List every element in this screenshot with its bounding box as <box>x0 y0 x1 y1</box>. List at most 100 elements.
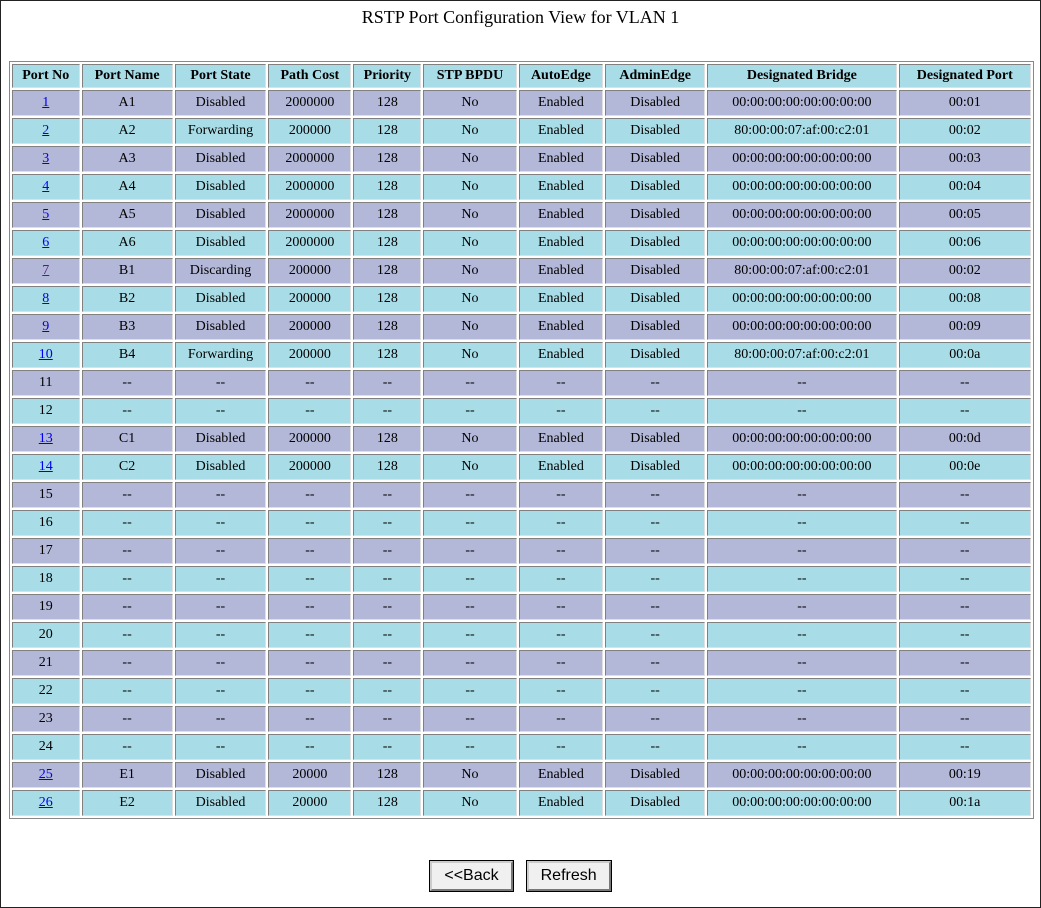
table-cell: A2 <box>81 118 173 144</box>
table-cell: -- <box>518 398 604 424</box>
table-cell: 13 <box>12 426 80 452</box>
table-cell: 00:09 <box>898 314 1031 340</box>
table-cell: -- <box>81 370 173 396</box>
table-cell: 128 <box>353 90 422 116</box>
table-row: 8 B2 Disabled 200000 128 No Enabled Disabled 00:… <box>12 286 1031 312</box>
table-cell: A6 <box>81 230 173 256</box>
table-cell: -- <box>518 370 604 396</box>
table-cell: -- <box>518 566 604 592</box>
table-cell: -- <box>423 622 517 648</box>
table-cell: Enabled <box>518 342 604 368</box>
table-cell: -- <box>898 510 1031 536</box>
table-cell: -- <box>605 678 706 704</box>
table-cell: 00:05 <box>898 202 1031 228</box>
table-cell: -- <box>81 566 173 592</box>
column-header: Port State <box>174 64 267 88</box>
table-cell: 200000 <box>268 342 352 368</box>
table-cell: No <box>423 342 517 368</box>
port-link[interactable]: 6 <box>42 235 50 250</box>
table-cell: 20000 <box>268 762 352 788</box>
button-bar: <<Back Refresh <box>1 861 1040 891</box>
table-cell: -- <box>81 734 173 760</box>
port-link[interactable]: 9 <box>42 319 50 334</box>
table-cell: 00:0a <box>898 342 1031 368</box>
table-cell: 00:00:00:00:00:00:00:00 <box>707 146 897 172</box>
port-link[interactable]: 8 <box>42 291 50 306</box>
table-cell: 17 <box>12 538 80 564</box>
table-cell: C2 <box>81 454 173 480</box>
table-row: 9 B3 Disabled 200000 128 No Enabled Disabled 00:… <box>12 314 1031 340</box>
table-cell: 128 <box>353 342 422 368</box>
table-cell: No <box>423 314 517 340</box>
table-cell: 128 <box>353 286 422 312</box>
table-cell: -- <box>353 510 422 536</box>
table-cell: 9 <box>12 314 80 340</box>
table-cell: -- <box>353 734 422 760</box>
table-cell: -- <box>605 622 706 648</box>
table-cell: No <box>423 90 517 116</box>
table-cell: 2 <box>12 118 80 144</box>
column-header: Designated Bridge <box>707 64 897 88</box>
table-cell: Enabled <box>518 314 604 340</box>
table-cell: -- <box>81 510 173 536</box>
table-row: 3 A3 Disabled 2000000 128 No Enabled Disabled 00… <box>12 146 1031 172</box>
port-link[interactable]: 3 <box>42 151 50 166</box>
refresh-button[interactable]: Refresh <box>526 861 611 891</box>
table-cell: -- <box>268 706 352 732</box>
table-cell: 00:03 <box>898 146 1031 172</box>
table-cell: -- <box>518 706 604 732</box>
table-row: 4 A4 Disabled 2000000 128 No Enabled Disabled 00… <box>12 174 1031 200</box>
table-row: 6 A6 Disabled 2000000 128 No Enabled Disabled 00… <box>12 230 1031 256</box>
table-cell: -- <box>268 594 352 620</box>
table-cell: -- <box>353 650 422 676</box>
table-cell: 15 <box>12 482 80 508</box>
table-cell: 8 <box>12 286 80 312</box>
table-row: 10 B4 Forwarding 200000 128 No Enabled Disabled… <box>12 342 1031 368</box>
table-cell: Disabled <box>605 258 706 284</box>
table-cell: 00:00:00:00:00:00:00:00 <box>707 230 897 256</box>
table-cell: Discarding <box>174 258 267 284</box>
port-link[interactable]: 5 <box>42 207 50 222</box>
table-cell: -- <box>423 538 517 564</box>
table-cell: 16 <box>12 510 80 536</box>
port-link[interactable]: 2 <box>42 123 50 138</box>
table-cell: 2000000 <box>268 230 352 256</box>
port-link[interactable]: 25 <box>38 767 53 782</box>
table-cell: -- <box>898 678 1031 704</box>
port-table: Port No Port Name Port State Path Cost Prior… <box>9 61 1034 819</box>
port-link[interactable]: 10 <box>38 347 53 362</box>
back-button[interactable]: <<Back <box>430 861 513 891</box>
table-cell: 00:00:00:00:00:00:00:00 <box>707 202 897 228</box>
table-cell: Enabled <box>518 426 604 452</box>
table-cell: No <box>423 118 517 144</box>
table-cell: Disabled <box>605 314 706 340</box>
table-cell: -- <box>174 678 267 704</box>
table-cell: -- <box>898 706 1031 732</box>
table-cell: 128 <box>353 762 422 788</box>
table-row: 2 A2 Forwarding 200000 128 No Enabled Disabled 8… <box>12 118 1031 144</box>
table-cell: Disabled <box>174 454 267 480</box>
port-link[interactable]: 1 <box>42 95 50 110</box>
table-cell: 10 <box>12 342 80 368</box>
table-cell: -- <box>353 566 422 592</box>
table-row: 26 E2 Disabled 20000 128 No Enabled Disabled 00:… <box>12 790 1031 816</box>
table-cell: -- <box>268 734 352 760</box>
port-link[interactable]: 7 <box>42 263 50 278</box>
table-cell: Disabled <box>605 342 706 368</box>
table-cell: -- <box>423 566 517 592</box>
table-cell: A5 <box>81 202 173 228</box>
table-cell: -- <box>353 622 422 648</box>
table-cell: -- <box>518 538 604 564</box>
table-row: 13 C1 Disabled 200000 128 No Enabled Disabled 00… <box>12 426 1031 452</box>
table-cell: 2000000 <box>268 174 352 200</box>
table-cell: 00:00:00:00:00:00:00:00 <box>707 454 897 480</box>
port-link[interactable]: 13 <box>38 431 53 446</box>
table-row: 25 E1 Disabled 20000 128 No Enabled Disabled 00:… <box>12 762 1031 788</box>
table-cell: 22 <box>12 678 80 704</box>
table-cell: 00:00:00:00:00:00:00:00 <box>707 790 897 816</box>
port-link[interactable]: 14 <box>38 459 53 474</box>
table-cell: Enabled <box>518 258 604 284</box>
table-cell: Enabled <box>518 454 604 480</box>
port-link[interactable]: 26 <box>38 795 53 810</box>
port-link[interactable]: 4 <box>42 179 50 194</box>
